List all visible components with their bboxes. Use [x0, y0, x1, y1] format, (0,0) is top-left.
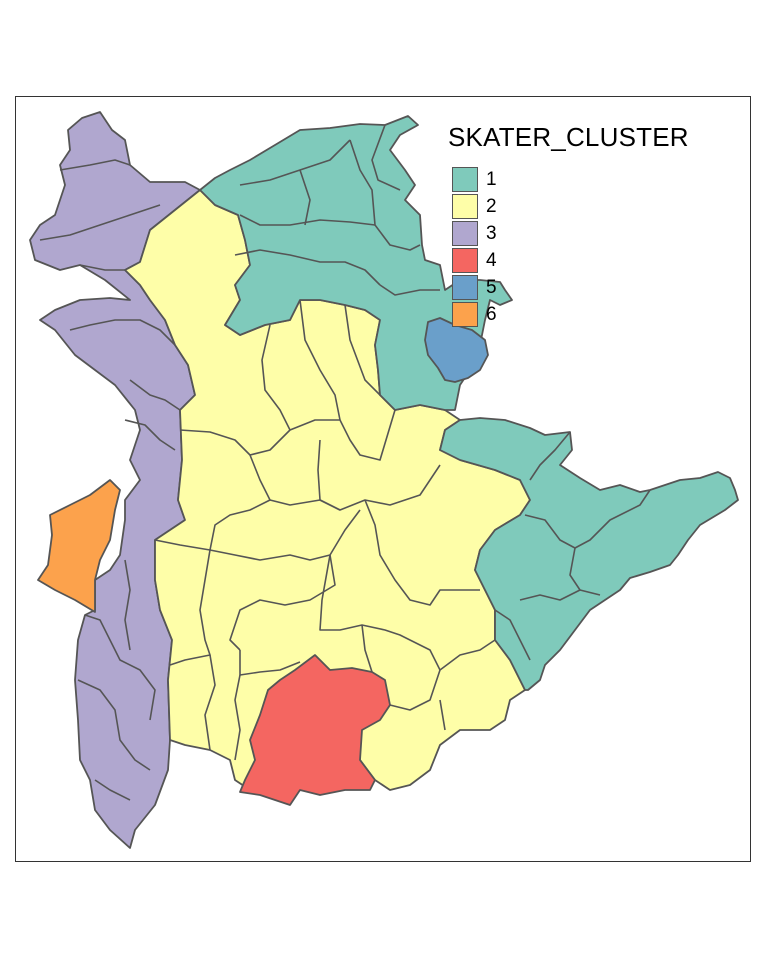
cluster-6-region[interactable] — [37, 479, 121, 613]
legend-item-6: 6 — [452, 301, 497, 328]
legend-swatch-3 — [452, 221, 478, 246]
district-boundaries — [39, 124, 651, 801]
legend-label-4: 4 — [486, 249, 497, 271]
legend-swatch-4 — [452, 248, 478, 273]
legend-item-5: 5 — [452, 274, 497, 301]
legend-label-2: 2 — [486, 195, 497, 217]
cluster-4-region[interactable] — [239, 654, 391, 806]
legend-item-2: 2 — [452, 193, 497, 220]
legend-label-1: 1 — [486, 168, 497, 190]
legend-item-1: 1 — [452, 166, 497, 193]
cluster-1-east-region[interactable] — [439, 417, 739, 691]
legend-item-3: 3 — [452, 220, 497, 247]
legend-swatch-6 — [452, 302, 478, 327]
legend-swatch-5 — [452, 275, 478, 300]
legend-swatch-2 — [452, 194, 478, 219]
legend-label-3: 3 — [486, 222, 497, 244]
legend-title: SKATER_CLUSTER — [448, 122, 689, 152]
legend-item-4: 4 — [452, 247, 497, 274]
legend-swatch-1 — [452, 167, 478, 192]
legend-label-5: 5 — [486, 276, 497, 298]
legend-label-6: 6 — [486, 303, 497, 325]
